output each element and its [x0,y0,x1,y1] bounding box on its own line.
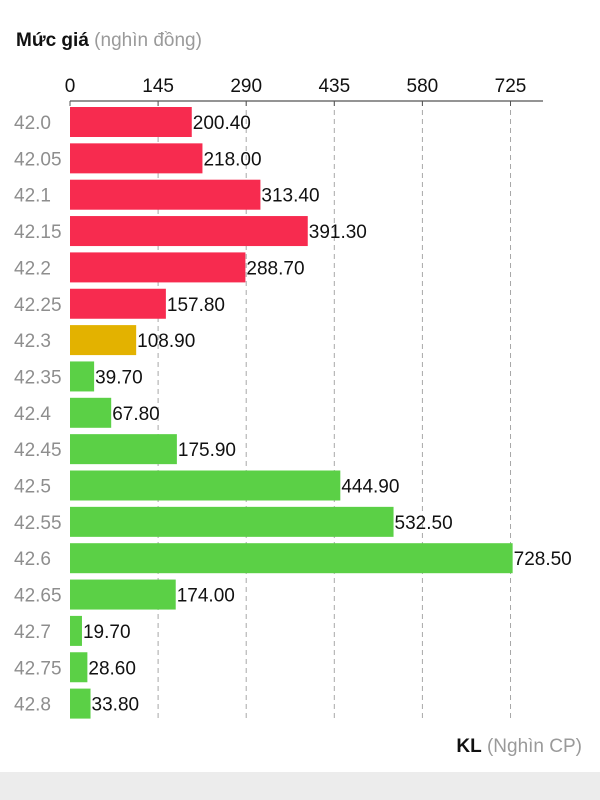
bar [70,615,82,646]
bar [70,179,261,210]
bar [70,506,394,537]
bar [70,579,176,610]
x-tick-label: 725 [495,76,527,97]
x-axis-title-main: KL [456,736,482,757]
value-label: 218.00 [203,149,261,170]
value-label: 391.30 [309,222,367,243]
category-label: 42.2 [14,258,51,279]
x-tick-label: 435 [318,76,350,97]
category-label: 42.0 [14,113,51,134]
x-axis-title: KL (Nghìn CP) [456,736,582,758]
category-label: 42.25 [14,295,62,316]
bar [70,325,137,356]
bar [70,288,166,319]
bar [70,543,513,574]
x-axis [69,100,544,106]
value-label: 200.40 [193,113,251,134]
category-label: 42.5 [14,477,51,498]
value-label: 313.40 [261,186,319,207]
category-label: 42.7 [14,622,51,643]
category-label: 42.15 [14,222,62,243]
category-label: 42.55 [14,513,62,534]
x-axis-title-unit: (Nghìn CP) [486,736,582,757]
bar [70,688,91,719]
category-label: 42.8 [14,695,51,716]
bar [70,216,308,247]
category-label: 42.3 [14,331,51,352]
y-axis-title-unit: (nghìn đồng) [94,30,202,51]
category-label: 42.6 [14,549,51,570]
value-label: 19.70 [83,622,131,643]
x-tick-label: 0 [65,76,76,97]
bars [70,107,513,719]
category-label: 42.1 [14,186,51,207]
value-label: 108.90 [137,331,195,352]
y-axis-title: Mức giá (nghìn đồng) [16,30,202,52]
category-label: 42.4 [14,404,51,425]
bar [70,397,112,428]
value-label: 67.80 [112,404,160,425]
value-label: 157.80 [167,295,225,316]
x-tick-label: 145 [142,76,174,97]
bar [70,470,341,501]
value-label: 28.60 [88,658,136,679]
bottom-band [0,772,600,800]
value-label: 728.50 [514,549,572,570]
category-label: 42.45 [14,440,62,461]
bar [70,361,95,392]
bar [70,107,192,137]
value-label: 288.70 [246,258,304,279]
x-tick-label: 580 [407,76,439,97]
x-tick-labels: 0 145 290 435 580 725 [65,76,527,97]
bar [70,434,177,465]
category-label: 42.05 [14,149,62,170]
value-label: 39.70 [95,367,143,388]
value-label: 174.00 [177,586,235,607]
value-label: 444.90 [341,477,399,498]
value-label: 175.90 [178,440,236,461]
value-label: 532.50 [395,513,453,534]
value-label: 33.80 [92,695,140,716]
bar [70,652,88,683]
bar [70,143,203,174]
bar [70,252,246,283]
category-label: 42.65 [14,586,62,607]
category-label: 42.35 [14,367,62,388]
x-tick-label: 290 [230,76,262,97]
y-axis-title-main: Mức giá [16,30,89,51]
category-label: 42.75 [14,658,62,679]
category-labels: 42.0 42.05 42.1 42.15 42.2 42.25 42.3 42.35 42.4… [14,113,62,716]
